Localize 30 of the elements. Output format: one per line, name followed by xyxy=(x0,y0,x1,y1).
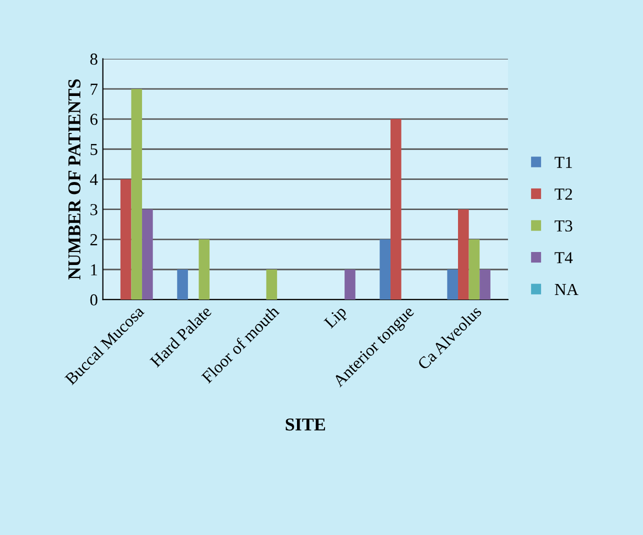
y-tick-label: 5 xyxy=(90,144,98,156)
y-tick-label: 1 xyxy=(91,264,98,276)
bar xyxy=(380,239,390,300)
bar xyxy=(177,270,188,300)
y-tick-label: 8 xyxy=(90,54,98,65)
x-axis-title: SITE xyxy=(286,418,326,431)
bar xyxy=(458,209,469,300)
bar xyxy=(120,179,132,300)
y-axis-title: NUMBER OF PATIENTS xyxy=(68,79,80,280)
bar xyxy=(390,119,402,300)
bar xyxy=(468,239,480,300)
legend-label: T2 xyxy=(554,188,572,200)
x-tick-label: Lip xyxy=(324,305,350,332)
bar xyxy=(344,270,356,300)
legend-label: NA xyxy=(554,284,578,295)
legend-label: T1 xyxy=(554,156,572,168)
y-tick-label: 4 xyxy=(90,174,98,186)
legend-label: T3 xyxy=(554,220,572,232)
bar xyxy=(480,270,490,300)
bar xyxy=(198,239,210,300)
y-tick-label: 0 xyxy=(90,294,98,306)
bar xyxy=(131,88,142,300)
y-tick-label: 2 xyxy=(90,234,98,246)
y-tick-label: 7 xyxy=(90,84,98,95)
y-tick-label: 3 xyxy=(90,204,98,216)
y-tick-label: 6 xyxy=(90,114,98,125)
legend-label: T4 xyxy=(554,252,573,264)
bar xyxy=(266,270,278,300)
bar xyxy=(447,270,458,300)
bar xyxy=(142,209,153,300)
